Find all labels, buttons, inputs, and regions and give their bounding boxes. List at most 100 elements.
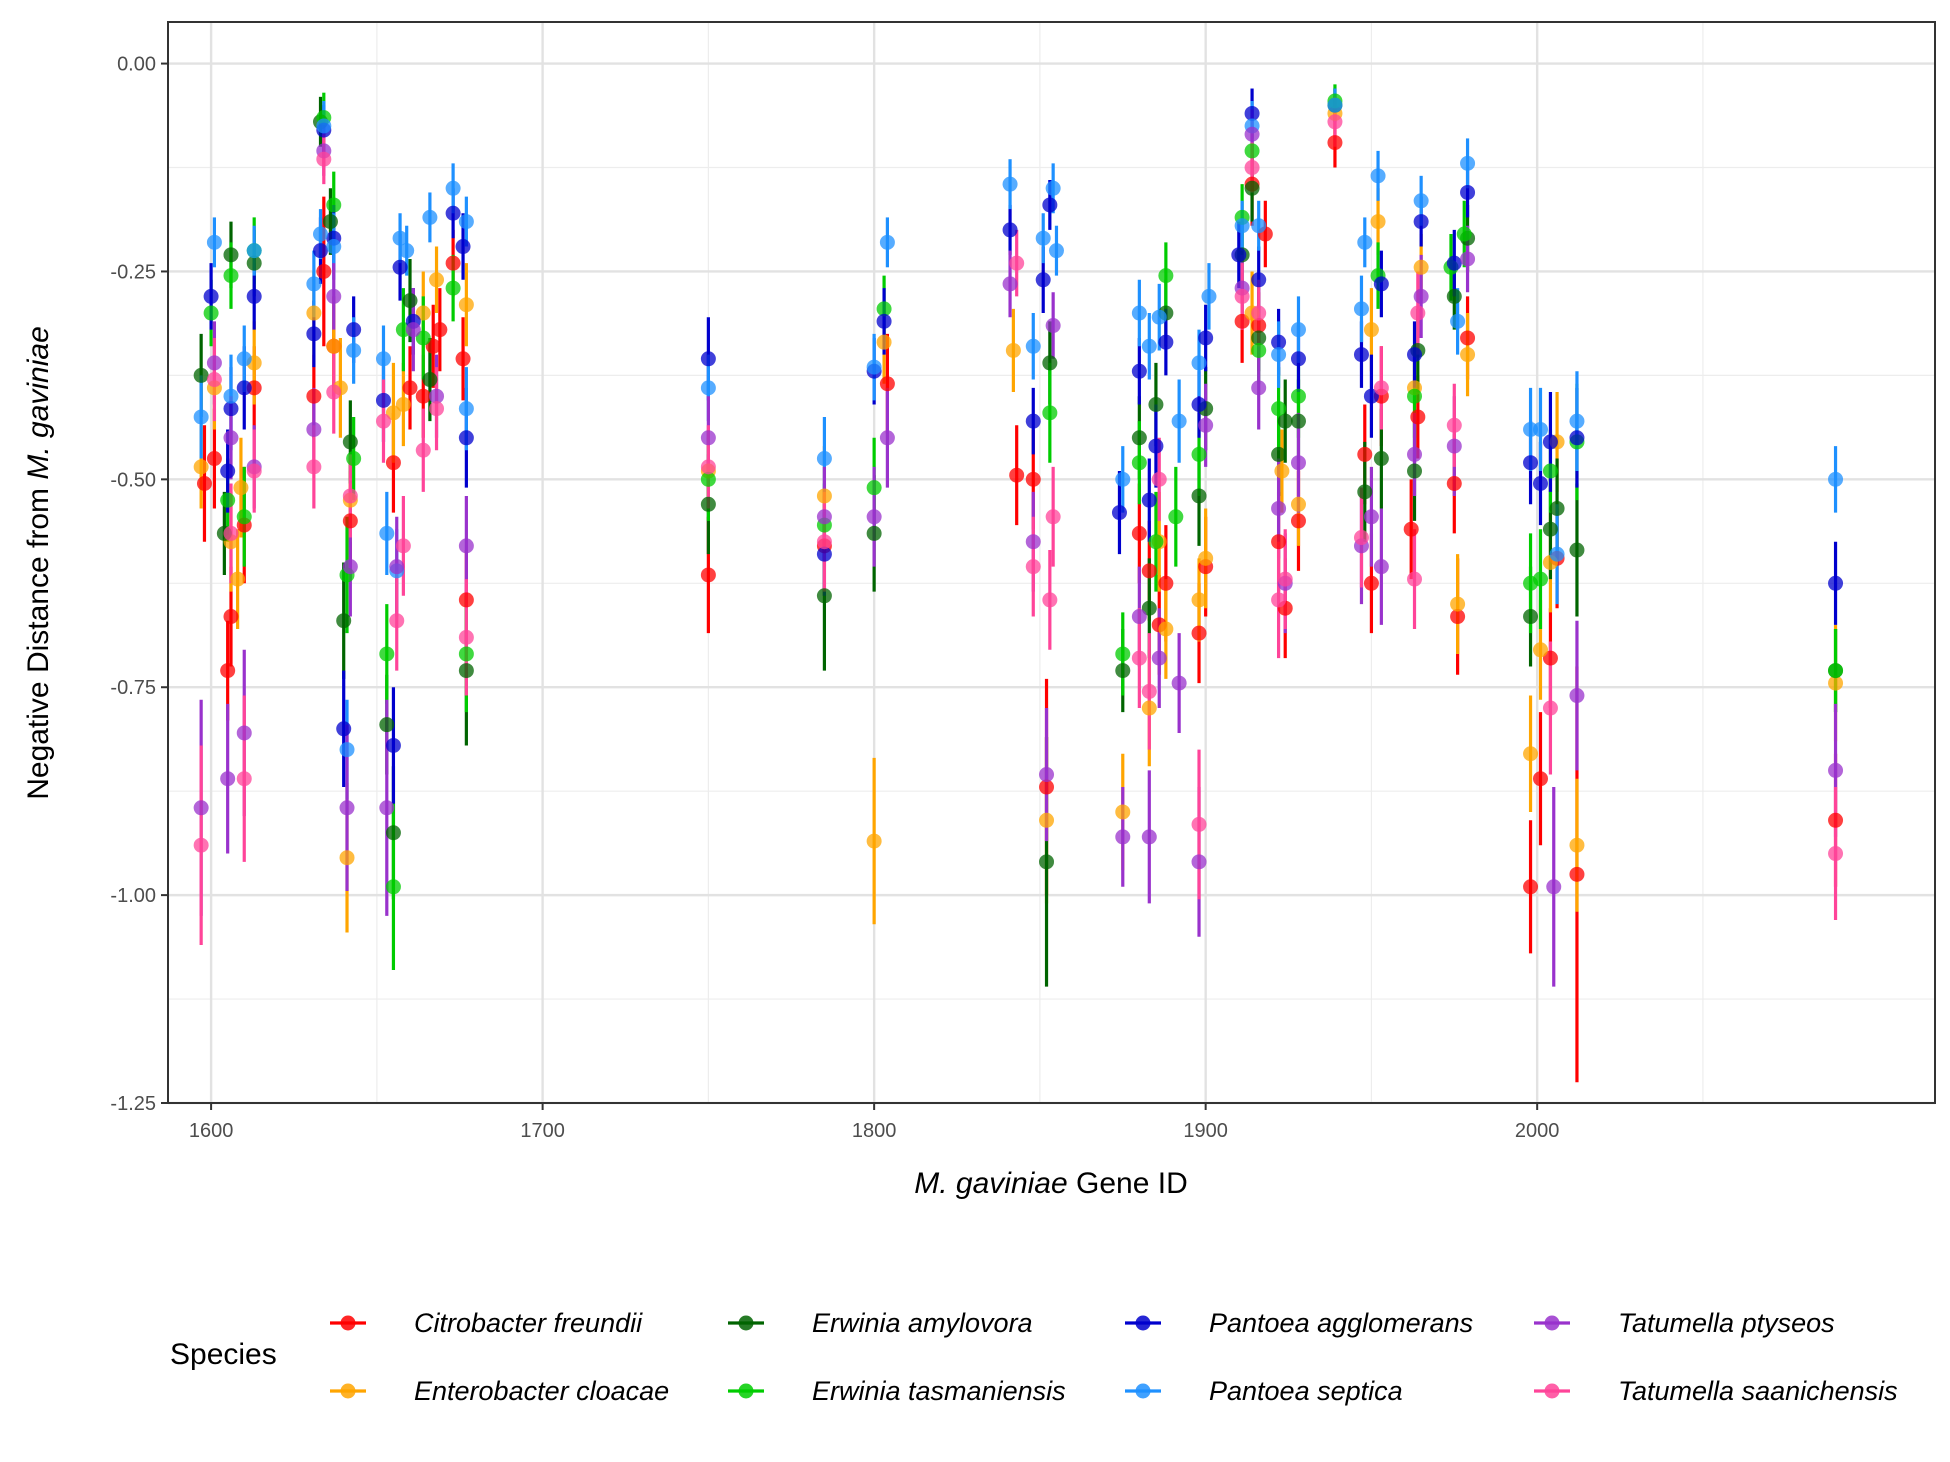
- point-citrobacter-freundii: [700, 567, 716, 583]
- point-pantoea-septica: [1131, 305, 1147, 321]
- point-pantoea-septica: [1191, 355, 1207, 371]
- legend-item-tatumella-ptyseos: Tatumella ptyseos: [1534, 1308, 1835, 1338]
- point-tatumella-ptyseos: [1446, 438, 1462, 454]
- point-tatumella-saanichensis: [1191, 816, 1207, 832]
- point-pantoea-septica: [1327, 97, 1343, 113]
- point-enterobacter-cloacae: [385, 405, 401, 421]
- point-citrobacter-freundii: [223, 609, 239, 625]
- point-tatumella-ptyseos: [1290, 455, 1306, 471]
- point-erwinia-tasmaniensis: [223, 268, 239, 284]
- point-pantoea-septica: [1357, 234, 1373, 250]
- point-enterobacter-cloacae: [1370, 214, 1386, 230]
- point-pantoea-septica: [879, 234, 895, 250]
- point-pantoea-septica: [1048, 243, 1064, 259]
- point-tatumella-ptyseos: [1002, 276, 1018, 292]
- point-enterobacter-cloacae: [1290, 496, 1306, 512]
- point-pantoea-septica: [1115, 471, 1131, 487]
- legend-label: Enterobacter cloacae: [414, 1376, 669, 1406]
- point-pantoea-septica: [422, 209, 438, 225]
- point-citrobacter-freundii: [1542, 650, 1558, 666]
- point-erwinia-amylovora: [1542, 521, 1558, 537]
- y-axis-title-italic: M. gaviniae: [22, 326, 55, 479]
- point-enterobacter-cloacae: [1413, 259, 1429, 275]
- point-tatumella-saanichensis: [1131, 650, 1147, 666]
- point-tatumella-ptyseos: [342, 559, 358, 575]
- point-citrobacter-freundii: [415, 388, 431, 404]
- plot-frame: [167, 21, 1936, 1104]
- point-tatumella-ptyseos: [1244, 126, 1260, 142]
- point-pantoea-septica: [339, 742, 355, 758]
- point-erwinia-tasmaniensis: [326, 197, 342, 213]
- y-axis-title: Negative Distance from M. gaviniae: [22, 326, 55, 800]
- legend-key-point: [1135, 1315, 1151, 1331]
- point-enterobacter-cloacae: [1828, 675, 1844, 691]
- point-tatumella-saanichensis: [1251, 305, 1267, 321]
- point-erwinia-amylovora: [379, 717, 395, 733]
- point-tatumella-ptyseos: [1191, 854, 1207, 870]
- point-citrobacter-freundii: [1039, 779, 1055, 795]
- point-tatumella-ptyseos: [379, 800, 395, 816]
- legend-title: Species: [170, 1338, 277, 1371]
- point-tatumella-saanichensis: [1410, 305, 1426, 321]
- legend-key-point: [738, 1315, 754, 1331]
- point-tatumella-ptyseos: [1546, 879, 1562, 895]
- point-citrobacter-freundii: [1446, 476, 1462, 492]
- point-pantoea-agglomerans: [876, 313, 892, 329]
- point-pantoea-agglomerans: [1373, 276, 1389, 292]
- point-enterobacter-cloacae: [1191, 592, 1207, 608]
- point-citrobacter-freundii: [1569, 866, 1585, 882]
- point-erwinia-tasmaniensis: [236, 509, 252, 525]
- point-erwinia-tasmaniensis: [220, 492, 236, 508]
- point-pantoea-agglomerans: [1035, 272, 1051, 288]
- point-citrobacter-freundii: [1410, 409, 1426, 425]
- point-enterobacter-cloacae: [1115, 804, 1131, 820]
- point-tatumella-ptyseos: [1131, 609, 1147, 625]
- point-citrobacter-freundii: [1828, 812, 1844, 828]
- point-tatumella-ptyseos: [1151, 650, 1167, 666]
- point-citrobacter-freundii: [1158, 575, 1174, 591]
- point-pantoea-septica: [1569, 413, 1585, 429]
- point-erwinia-tasmaniensis: [1456, 226, 1472, 242]
- point-citrobacter-freundii: [402, 380, 418, 396]
- point-erwinia-tasmaniensis: [385, 879, 401, 895]
- point-erwinia-amylovora: [223, 247, 239, 263]
- point-citrobacter-freundii: [1357, 446, 1373, 462]
- point-tatumella-saanichensis: [1025, 559, 1041, 575]
- point-pantoea-agglomerans: [1271, 334, 1287, 350]
- point-pantoea-agglomerans: [1413, 214, 1429, 230]
- point-enterobacter-cloacae: [1532, 642, 1548, 658]
- point-pantoea-agglomerans: [1407, 347, 1423, 363]
- point-tatumella-ptyseos: [1569, 688, 1585, 704]
- x-axis: 1600 1700 1800 1900 2000: [189, 1103, 1560, 1142]
- y-tick-label: -0.50: [110, 469, 156, 491]
- point-pantoea-septica: [1353, 301, 1369, 317]
- point-enterobacter-cloacae: [1569, 837, 1585, 853]
- point-pantoea-septica: [816, 451, 832, 467]
- point-enterobacter-cloacae: [1005, 342, 1021, 358]
- point-pantoea-septica: [306, 276, 322, 292]
- point-erwinia-amylovora: [1569, 542, 1585, 558]
- point-pantoea-agglomerans: [1191, 397, 1207, 413]
- point-erwinia-amylovora: [1446, 288, 1462, 304]
- point-pantoea-septica: [316, 118, 332, 134]
- x-tick-label: 1600: [189, 1120, 234, 1142]
- point-pantoea-agglomerans: [306, 326, 322, 342]
- point-citrobacter-freundii: [1271, 534, 1287, 550]
- y-tick-label: -1.00: [110, 885, 156, 907]
- point-pantoea-agglomerans: [445, 205, 461, 221]
- point-pantoea-septica: [1450, 313, 1466, 329]
- point-pantoea-agglomerans: [1542, 434, 1558, 450]
- point-pantoea-septica: [1460, 155, 1476, 171]
- point-erwinia-amylovora: [1277, 413, 1293, 429]
- legend-item-enterobacter-cloacae: Enterobacter cloacae: [330, 1376, 669, 1406]
- point-enterobacter-cloacae: [816, 488, 832, 504]
- point-citrobacter-freundii: [1523, 879, 1539, 895]
- point-tatumella-saanichensis: [246, 463, 262, 479]
- point-erwinia-amylovora: [1407, 463, 1423, 479]
- x-tick-label: 2000: [1515, 1120, 1560, 1142]
- point-enterobacter-cloacae: [306, 305, 322, 321]
- point-pantoea-septica: [236, 351, 252, 367]
- point-pantoea-septica: [312, 226, 328, 242]
- point-erwinia-amylovora: [1131, 430, 1147, 446]
- point-pantoea-agglomerans: [392, 259, 408, 275]
